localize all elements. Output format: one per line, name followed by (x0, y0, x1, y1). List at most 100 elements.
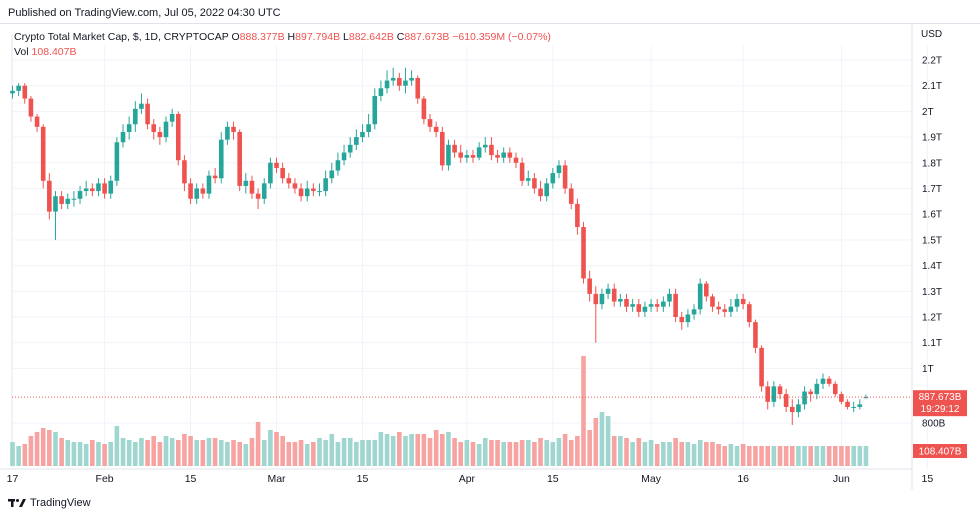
x-tick-label: 15 (547, 473, 559, 485)
x-tick-label: 15 (185, 473, 197, 485)
volume-bar (618, 436, 623, 466)
volume-bar (575, 436, 580, 466)
footer-brand-label: TradingView (30, 497, 91, 509)
candle-body (501, 152, 506, 158)
candle-body (562, 165, 568, 189)
legend-ohlc-row: Crypto Total Market Cap, $, 1D, CRYPTOCA… (14, 30, 551, 45)
last-volume-label: 108.407B (919, 447, 962, 458)
candle-body (163, 121, 169, 138)
y-tick-label: 2.1T (922, 81, 942, 92)
volume-bar (114, 426, 120, 466)
y-tick-label: 800B (922, 419, 946, 430)
candle-body (366, 124, 371, 132)
y-tick-label: 1.6T (922, 210, 942, 221)
chart-frame (0, 23, 980, 494)
candle-body (759, 347, 764, 387)
candle-body (403, 80, 408, 86)
candle-body (636, 304, 642, 312)
volume-bar (489, 440, 494, 466)
volume-bar (538, 438, 543, 466)
y-tick-label: 1.5T (922, 235, 942, 246)
candle-body (415, 77, 421, 99)
volume-bar (409, 434, 414, 466)
volume-bar (390, 436, 396, 466)
candle-body (796, 404, 801, 413)
volume-bar (28, 436, 34, 466)
candle-body (464, 155, 470, 158)
candle-body (378, 88, 384, 96)
candle-body (575, 203, 580, 228)
candle-body (341, 152, 347, 161)
volume-bar (630, 442, 635, 466)
candle-body (304, 188, 310, 197)
volume-bar (532, 442, 537, 466)
candle-body (538, 188, 543, 197)
last-price-badge (913, 390, 967, 417)
candle-body (832, 383, 838, 395)
volume-bar (182, 434, 187, 466)
y-tick-label: 1.1T (922, 338, 942, 349)
volume-bar (384, 434, 390, 466)
volume-bar (826, 446, 832, 466)
volume-bar (286, 442, 292, 466)
volume-bar (120, 438, 126, 466)
candle-body (237, 131, 242, 186)
volume-bar (415, 434, 421, 466)
candle-body (532, 178, 537, 189)
volume-bar (71, 442, 77, 466)
candle-body (182, 160, 187, 184)
candle-body (489, 144, 494, 156)
volume-bar (317, 438, 322, 466)
candle-body (679, 317, 685, 323)
candle-body (851, 406, 856, 408)
volume-bar (108, 442, 114, 466)
volume-bar (789, 446, 795, 466)
candle-body (814, 383, 820, 395)
volume-bar (642, 442, 648, 466)
volume-bar (568, 440, 574, 466)
volume-bar (624, 438, 629, 466)
volume-bar (354, 442, 359, 466)
volume-bar (304, 444, 310, 466)
volume-bar (814, 446, 820, 466)
volume-bar (347, 438, 353, 466)
volume-bar (40, 428, 46, 466)
volume-bar (16, 446, 21, 466)
volume-bar (188, 436, 193, 466)
legend-l-label: L (343, 31, 349, 43)
candle-body (194, 188, 199, 199)
candle-body (789, 406, 795, 413)
volume-bar (667, 442, 672, 466)
candle-body (133, 108, 138, 125)
volume-bar (175, 440, 181, 466)
candle-body (335, 160, 341, 171)
legend-o-label: O (231, 31, 240, 43)
candle-body (390, 77, 396, 81)
volume-bar (556, 438, 562, 466)
candle-body (783, 394, 789, 407)
volume-bar (593, 418, 599, 466)
volume-bar (863, 446, 869, 466)
volume-bar (802, 446, 807, 466)
candle-body (298, 188, 304, 197)
volume-bar (710, 442, 715, 466)
volume-bar (845, 446, 850, 466)
volume-bar (783, 446, 789, 466)
volume-bar (225, 442, 230, 466)
candle-body (525, 178, 531, 181)
volume-bar (476, 444, 482, 466)
volume-bar (372, 440, 378, 466)
candle-body (139, 103, 144, 109)
volume-bar (507, 442, 513, 466)
legend-volume-row: Vol 108.407B (14, 45, 551, 60)
volume-bar (777, 446, 783, 466)
volume-bar (759, 446, 764, 466)
candle-body (839, 394, 844, 402)
volume-bar (470, 442, 476, 466)
candle-body (53, 196, 58, 212)
volume-bar (169, 438, 175, 466)
candle-body (722, 309, 728, 312)
candle-body (261, 183, 267, 199)
candle-body (225, 126, 230, 140)
